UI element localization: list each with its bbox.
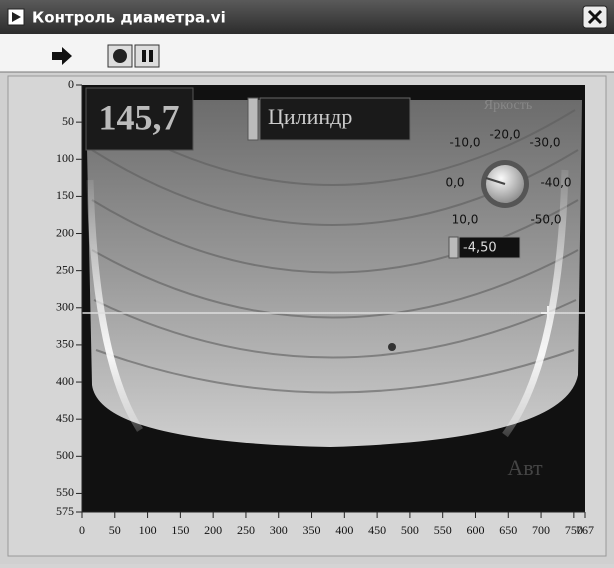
pause-icon <box>149 50 153 62</box>
knob-scale-label: -20,0 <box>489 128 520 142</box>
x-tick-label: 50 <box>109 523 121 537</box>
knob-scale-label: 10,0 <box>452 213 479 227</box>
x-tick-label: 350 <box>303 523 321 537</box>
y-tick-label: 300 <box>56 300 74 314</box>
y-tick-label: 550 <box>56 485 74 499</box>
x-tick-label: 600 <box>466 523 484 537</box>
y-tick-label: 100 <box>56 151 74 165</box>
y-tick-label: 500 <box>56 448 74 462</box>
y-tick-label: 250 <box>56 262 74 276</box>
x-tick-label: 500 <box>401 523 419 537</box>
image-spot <box>388 343 396 351</box>
x-tick-label: 300 <box>270 523 288 537</box>
knob-scale-label: -50,0 <box>530 213 561 227</box>
auto-label: Авт <box>507 455 543 480</box>
x-tick-label: 400 <box>335 523 353 537</box>
x-tick-label: 250 <box>237 523 255 537</box>
abort-icon <box>113 49 127 63</box>
y-tick-label: 0 <box>68 77 74 91</box>
x-tick-label: 450 <box>368 523 386 537</box>
y-tick-label: 150 <box>56 188 74 202</box>
y-tick-label: 400 <box>56 374 74 388</box>
x-tick-label: 650 <box>499 523 517 537</box>
x-tick-label: 700 <box>532 523 550 537</box>
knob-scale-label: -30,0 <box>529 136 560 150</box>
pause-icon <box>142 50 146 62</box>
mode-text: Цилиндр <box>268 104 352 129</box>
x-tick-label: 200 <box>204 523 222 537</box>
y-tick-label: 200 <box>56 225 74 239</box>
x-tick-label: 0 <box>79 523 85 537</box>
y-tick-label: 50 <box>62 114 74 128</box>
input-text: -4,50 <box>463 241 497 256</box>
knob-scale-label: 0,0 <box>445 176 464 190</box>
y-tick-label: 575 <box>56 504 74 518</box>
knob-scale-label: -40,0 <box>540 176 571 190</box>
window-title: Контроль диаметра.vi <box>32 9 226 27</box>
x-tick-label: 100 <box>139 523 157 537</box>
toolbar <box>0 34 614 72</box>
knob-label: Яркость <box>484 98 533 113</box>
pause-button[interactable] <box>135 45 159 67</box>
value-text: 145,7 <box>99 97 180 137</box>
mode-arrows[interactable] <box>248 98 258 140</box>
input-arrows[interactable] <box>449 237 458 258</box>
x-tick-label: 550 <box>434 523 452 537</box>
x-tick-label: 767 <box>576 523 594 537</box>
window: Контроль диаметра.vi 145,7 Цилиндр Яркос… <box>0 0 614 564</box>
knob-scale-label: -10,0 <box>449 136 480 150</box>
x-tick-label: 150 <box>171 523 189 537</box>
y-tick-label: 350 <box>56 337 74 351</box>
y-tick-label: 450 <box>56 411 74 425</box>
